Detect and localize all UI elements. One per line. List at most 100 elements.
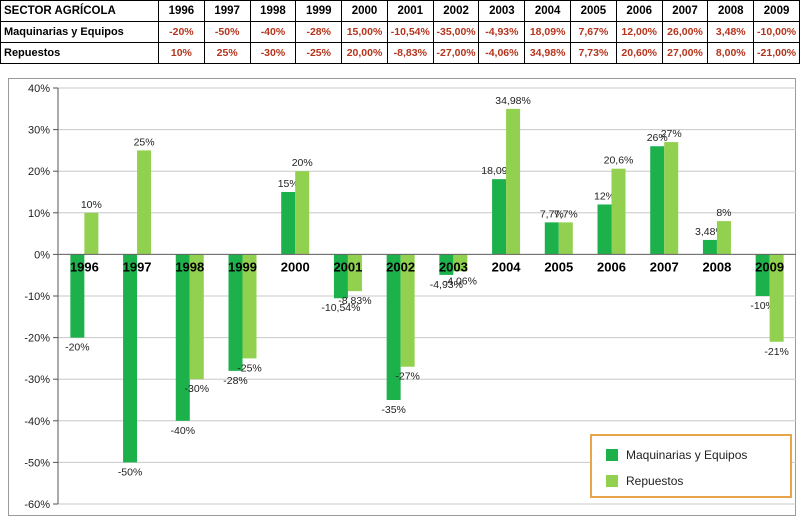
y-tick-label: 20% bbox=[28, 166, 50, 178]
table-cell: 7,73% bbox=[570, 42, 617, 64]
bar-repuestos-2005 bbox=[558, 222, 573, 255]
table-cell: -20% bbox=[158, 21, 205, 43]
table-cell: 20,60% bbox=[615, 42, 663, 64]
row-label: Maquinarias y Equipos bbox=[0, 21, 159, 43]
x-category-label: 2002 bbox=[386, 259, 415, 274]
table-cell: -10,54% bbox=[386, 21, 434, 43]
table-cell: -50% bbox=[203, 21, 251, 43]
data-label: 27% bbox=[661, 128, 682, 140]
data-label: -40% bbox=[171, 425, 196, 437]
data-label: -8,83% bbox=[338, 295, 371, 307]
chart-frame bbox=[8, 78, 796, 516]
bar-repuestos-2004 bbox=[506, 108, 521, 255]
legend-swatch bbox=[606, 449, 618, 461]
y-tick-label: 30% bbox=[28, 125, 50, 137]
data-label: -25% bbox=[237, 362, 262, 374]
data-label: -20% bbox=[65, 342, 90, 354]
table-cell: 25% bbox=[203, 42, 251, 64]
table-cell: 8,00% bbox=[707, 42, 755, 64]
y-tick-label: 40% bbox=[28, 83, 50, 95]
legend-label: Maquinarias y Equipos bbox=[626, 448, 748, 462]
bar-maquinarias-2002 bbox=[386, 254, 401, 400]
x-category-label: 2009 bbox=[755, 259, 784, 274]
data-label: -27% bbox=[395, 371, 420, 383]
data-label: 10% bbox=[81, 199, 102, 211]
data-table: SECTOR AGRÍCOLA 1996 1997 1998 1999 2000… bbox=[0, 0, 800, 64]
bar-maquinarias-2000 bbox=[281, 192, 296, 255]
table-row-maquinarias: Maquinarias y Equipos -20% -50% -40% -28… bbox=[0, 21, 800, 43]
x-category-label: 1996 bbox=[70, 259, 99, 274]
y-tick-label: 10% bbox=[28, 208, 50, 220]
data-label: 25% bbox=[134, 136, 155, 148]
data-label: 34,98% bbox=[495, 95, 531, 107]
y-tick-label: -40% bbox=[24, 416, 50, 428]
data-label: 26% bbox=[647, 132, 668, 144]
y-tick-label: -20% bbox=[24, 333, 50, 345]
table-cell: 34,98% bbox=[524, 42, 572, 64]
bar-repuestos-2001 bbox=[347, 254, 362, 292]
table-cell: 18,09% bbox=[524, 21, 572, 43]
x-category-label: 1998 bbox=[175, 259, 204, 274]
bar-maquinarias-2004 bbox=[492, 179, 507, 255]
bar-maquinarias-2007 bbox=[650, 146, 665, 255]
x-category-label: 2005 bbox=[544, 259, 573, 274]
data-label: -10,54% bbox=[321, 302, 360, 314]
year-header-1999: 1999 bbox=[295, 0, 343, 22]
x-category-label: 2008 bbox=[702, 259, 731, 274]
table-header-row: SECTOR AGRÍCOLA 1996 1997 1998 1999 2000… bbox=[0, 0, 800, 22]
x-category-label: 2007 bbox=[650, 259, 679, 274]
bar-repuestos-1996 bbox=[84, 212, 99, 255]
data-label: 12% bbox=[594, 190, 615, 202]
bar-maquinarias-2009 bbox=[755, 254, 770, 296]
bar-repuestos-1997 bbox=[137, 150, 152, 255]
bar-maquinarias-2005 bbox=[544, 222, 559, 255]
x-category-label: 2004 bbox=[492, 259, 522, 274]
bar-maquinarias-2008 bbox=[702, 239, 717, 255]
data-label: 20,6% bbox=[604, 155, 634, 167]
table-cell: -21,00% bbox=[753, 42, 800, 64]
bar-repuestos-2007 bbox=[664, 142, 679, 255]
x-category-label: 2006 bbox=[597, 259, 626, 274]
bar-maquinarias-2003 bbox=[439, 254, 454, 275]
bar-repuestos-2002 bbox=[400, 254, 415, 367]
table-cell: -10,00% bbox=[753, 21, 800, 43]
row-label: Repuestos bbox=[0, 42, 159, 64]
data-label: 7,7% bbox=[554, 208, 578, 220]
bar-repuestos-2003 bbox=[453, 254, 468, 272]
bar-repuestos-2009 bbox=[769, 254, 784, 342]
data-label: 20% bbox=[292, 157, 313, 169]
data-label: -10% bbox=[750, 300, 775, 312]
bar-maquinarias-1996 bbox=[70, 254, 85, 338]
table-cell: -28% bbox=[295, 21, 343, 43]
data-label: -4,06% bbox=[444, 275, 477, 287]
bar-maquinarias-2001 bbox=[333, 254, 348, 299]
legend-label: Repuestos bbox=[626, 474, 684, 488]
data-label: 15% bbox=[278, 178, 299, 190]
table-cell: 20,00% bbox=[341, 42, 388, 64]
bar-maquinarias-1997 bbox=[123, 254, 138, 463]
legend-swatch bbox=[606, 475, 618, 487]
x-category-label: 2000 bbox=[281, 259, 310, 274]
data-label: 8% bbox=[716, 207, 731, 219]
bar-maquinarias-1999 bbox=[228, 254, 243, 371]
data-label: -50% bbox=[118, 466, 143, 478]
data-label: -21% bbox=[764, 346, 789, 358]
bar-repuestos-1999 bbox=[242, 254, 257, 359]
bar-maquinarias-2006 bbox=[597, 204, 612, 255]
table-cell: 10% bbox=[158, 42, 205, 64]
y-tick-label: -50% bbox=[24, 457, 50, 469]
data-label: -35% bbox=[381, 404, 406, 416]
y-tick-label: -60% bbox=[24, 499, 50, 511]
chart-legend: Maquinarias y Equipos Repuestos bbox=[590, 434, 792, 498]
x-category-label: 1997 bbox=[123, 259, 152, 274]
bar-repuestos-2006 bbox=[611, 168, 626, 255]
data-label: -30% bbox=[185, 383, 210, 395]
table-cell: 15,00% bbox=[341, 21, 388, 43]
table-row-repuestos: Repuestos 10% 25% -30% -25% 20,00% -8,83… bbox=[0, 42, 800, 64]
bar-maquinarias-1998 bbox=[175, 254, 190, 421]
x-category-label: 2001 bbox=[333, 259, 362, 274]
y-tick-label: -30% bbox=[24, 374, 50, 386]
bar-repuestos-2008 bbox=[716, 221, 731, 255]
table-cell: 12,00% bbox=[615, 21, 663, 43]
